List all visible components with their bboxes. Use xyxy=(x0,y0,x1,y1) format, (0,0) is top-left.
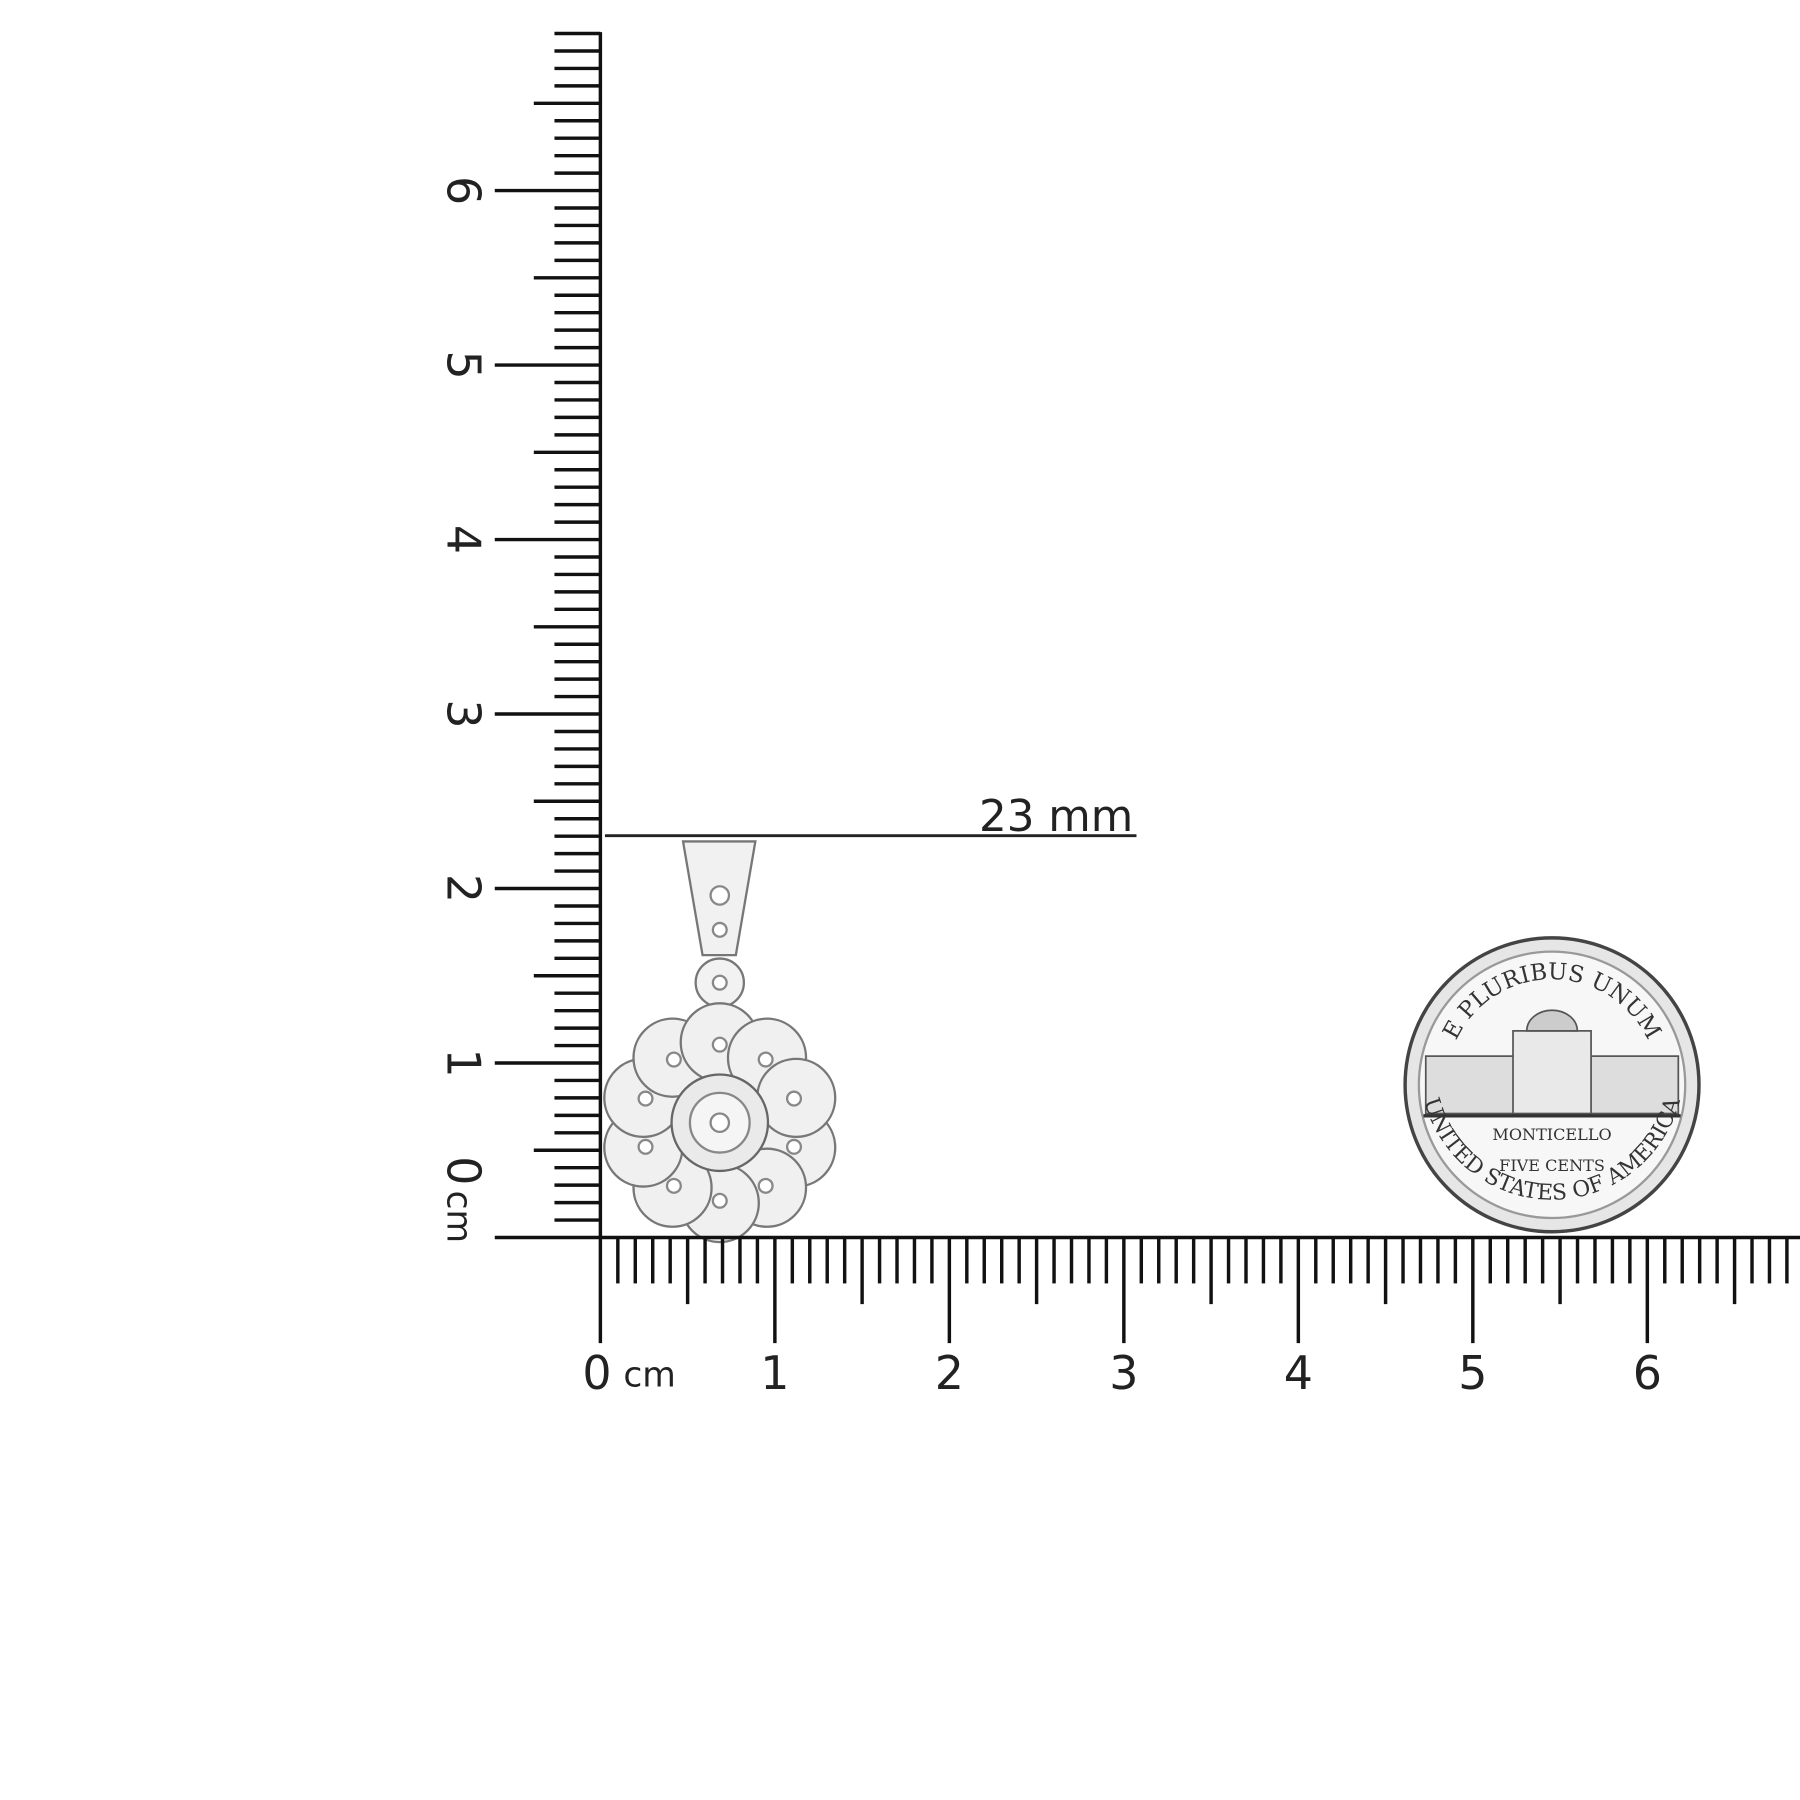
stone xyxy=(709,1112,731,1134)
stone xyxy=(711,974,728,991)
ruler-label: 3 xyxy=(1109,1346,1138,1400)
stone xyxy=(757,1051,774,1068)
stone xyxy=(785,1090,803,1107)
pendant-flower xyxy=(603,1002,837,1244)
stone xyxy=(711,921,728,938)
stone xyxy=(711,1192,728,1209)
ruler-label: 0 xyxy=(582,1346,611,1400)
stone xyxy=(665,1177,682,1194)
building-center xyxy=(1512,1030,1592,1115)
ruler-label: 2 xyxy=(437,874,491,903)
rulers: 0 0 1 1 2 2 3 3 4 4 5 5 6 6 cm cm xyxy=(437,31,1800,1400)
ruler-unit: cm xyxy=(623,1356,675,1396)
coin-building: MONTICELLO xyxy=(1492,1125,1611,1144)
ruler-label: 6 xyxy=(437,176,491,205)
ruler-label: 1 xyxy=(437,1048,491,1077)
stone xyxy=(637,1090,654,1107)
coin-denomination: FIVE CENTS xyxy=(1499,1156,1605,1175)
ruler-label: 1 xyxy=(760,1346,789,1400)
ruler-label: 4 xyxy=(1284,1346,1313,1400)
measure-label: 23 mm xyxy=(979,792,1133,842)
stone xyxy=(665,1051,682,1068)
ruler-label: 3 xyxy=(437,699,491,728)
ruler-label: 4 xyxy=(437,525,491,554)
ruler-label: 5 xyxy=(1458,1346,1487,1400)
stone xyxy=(711,1036,728,1053)
ruler-label: 2 xyxy=(935,1346,964,1400)
dome xyxy=(1525,1009,1579,1032)
ruler-label: 6 xyxy=(1633,1346,1662,1400)
stone xyxy=(757,1177,774,1194)
ruler-label: 5 xyxy=(437,350,491,379)
ruler-label: 0 xyxy=(437,1156,491,1185)
stone xyxy=(709,885,731,906)
coin: E PLURIBUS UNUM MONTICELLO FIVE CENTS UN… xyxy=(1403,936,1701,1234)
stone xyxy=(637,1138,654,1155)
ruler-unit: cm xyxy=(439,1191,479,1243)
stone xyxy=(785,1138,803,1155)
